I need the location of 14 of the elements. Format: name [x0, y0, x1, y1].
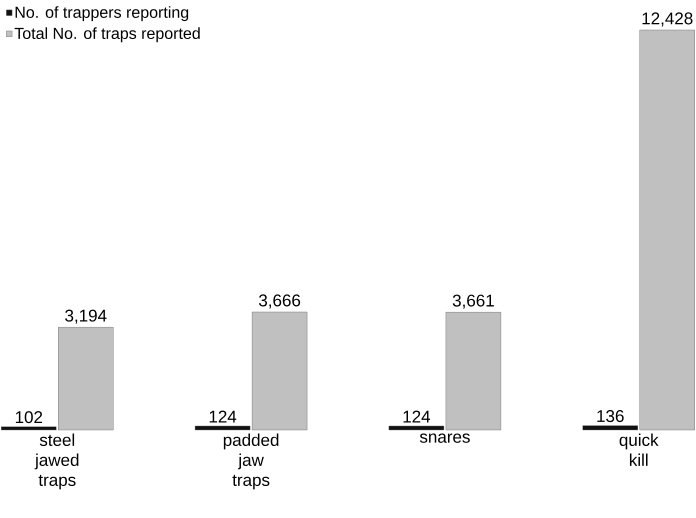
legend-label: No. of trappers reporting — [16, 6, 188, 22]
data-label: 3,194 — [65, 310, 107, 324]
data-label: 12,428 — [642, 12, 692, 26]
x-tick-label: quick kill — [620, 434, 659, 466]
legend-label: Total No. of traps reported — [14, 27, 200, 42]
x-tick-label: steel jawed traps — [34, 434, 78, 490]
x-tick-label: padded jaw traps — [224, 434, 278, 490]
x-tick-label: snares — [420, 434, 470, 443]
data-label: 3,666 — [258, 294, 300, 308]
data-label: 124 — [404, 410, 430, 422]
data-label: 3,661 — [452, 294, 494, 309]
data-label: 136 — [597, 410, 624, 422]
data-label: 124 — [210, 410, 236, 422]
data-label: 102 — [16, 411, 42, 424]
